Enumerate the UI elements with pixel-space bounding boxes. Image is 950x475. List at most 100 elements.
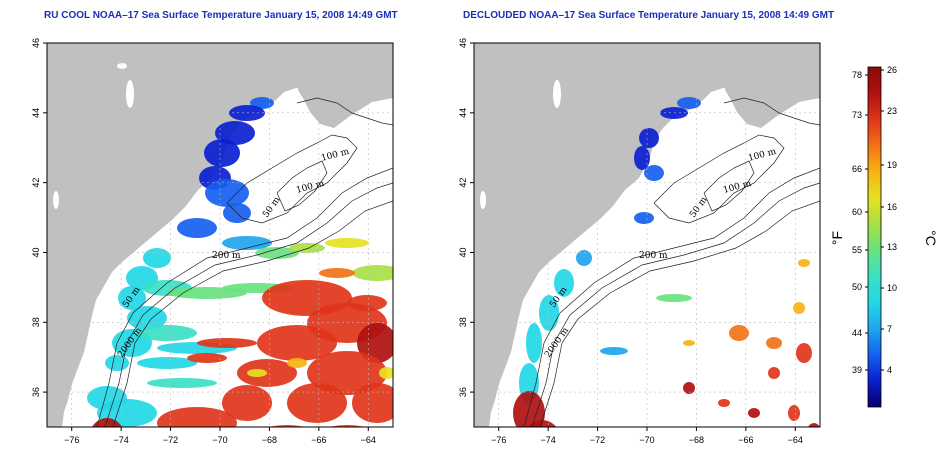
x-tick-label: −70 [639, 435, 654, 445]
colorbar-c-label: 26 [887, 65, 897, 75]
x-tick-label: −68 [262, 435, 277, 445]
colorbar-f-label: 55 [852, 245, 862, 255]
sst-patch [554, 269, 574, 297]
lake [480, 191, 486, 209]
y-tick-label: 36 [458, 387, 468, 397]
lake [126, 80, 134, 108]
contour-line [104, 182, 393, 427]
sst-patch [287, 358, 307, 368]
lake [117, 63, 127, 69]
contour-line [723, 97, 820, 126]
sst-patch [729, 325, 749, 341]
sst-patch [639, 128, 659, 148]
depth-contours [523, 97, 820, 427]
contour-line [653, 134, 785, 224]
sst-patch [147, 378, 217, 388]
lake [553, 80, 561, 108]
fahrenheit-unit-label: °F [829, 231, 845, 245]
colorbar-c-label: 13 [887, 242, 897, 252]
y-tick-label: 46 [31, 38, 41, 48]
sst-patch [222, 236, 272, 250]
colorbar-c-label: 7 [887, 324, 892, 334]
sst-patch [808, 423, 820, 427]
x-tick-label: −66 [311, 435, 326, 445]
colorbar: 78 73 66 60 55 50 44 39 26 23 19 16 13 10 7 4 °F °C [829, 65, 939, 408]
sst-patch [513, 391, 545, 427]
sst-patch [379, 367, 393, 379]
sst-patch [105, 355, 129, 371]
contour-line [276, 160, 328, 212]
contour-label: 200 m [639, 251, 668, 261]
sst-patch [526, 323, 542, 363]
sst-patch [250, 97, 274, 109]
nova-scotia [298, 62, 393, 128]
sst-patch [127, 306, 167, 330]
sst-patch [683, 340, 695, 346]
celsius-unit-label: °C [923, 230, 939, 246]
contour-line [523, 167, 820, 427]
sst-patch [347, 295, 387, 311]
sst-patch [793, 302, 805, 314]
contour-line [226, 134, 358, 224]
sst-patch [600, 347, 628, 355]
colorbar-f-label: 66 [852, 164, 862, 174]
x-tick-label: −76 [64, 435, 79, 445]
contour-label: 200 m [212, 251, 241, 261]
colorbar-c-label: 10 [887, 283, 897, 293]
contour-line [112, 200, 393, 427]
y-tick-label: 42 [458, 178, 468, 188]
sst-patch [357, 323, 393, 363]
sst-patch [634, 146, 650, 170]
sst-patch [352, 265, 393, 281]
sst-patch [204, 139, 240, 167]
sst-layer [87, 97, 393, 427]
sst-patch [137, 357, 197, 369]
colorbar-f-label: 73 [852, 110, 862, 120]
nova-scotia [725, 62, 820, 128]
sst-patch [247, 369, 267, 377]
sst-patch [289, 243, 325, 253]
contour-line [96, 167, 393, 427]
y-tick-label: 40 [458, 247, 468, 257]
sst-patch [187, 353, 227, 363]
y-tick-label: 38 [31, 317, 41, 327]
sst-patch [287, 383, 347, 423]
sst-patch [307, 351, 387, 395]
sst-patch [796, 343, 812, 363]
sst-patch [748, 408, 760, 418]
sst-patch [352, 383, 393, 423]
sst-patch [177, 218, 217, 238]
sst-patch [766, 337, 782, 349]
x-tick-label: −64 [361, 435, 376, 445]
sst-patch [677, 97, 701, 109]
sst-patch [325, 238, 369, 248]
y-tick-label: 46 [458, 38, 468, 48]
colorbar-c-label: 19 [887, 160, 897, 170]
sst-patch [634, 212, 654, 224]
panel-right-title: DECLOUDED NOAA–17 Sea Surface Temperatur… [463, 10, 835, 21]
sst-patch [768, 367, 780, 379]
lake [53, 191, 59, 209]
contour-line [539, 200, 820, 427]
sst-patch [205, 179, 249, 207]
sst-patch [222, 385, 272, 421]
x-tick-label: −68 [689, 435, 704, 445]
x-tick-label: −74 [541, 435, 556, 445]
land-mass [474, 43, 820, 427]
x-tick-label: −70 [212, 435, 227, 445]
colorbar-f-label: 78 [852, 70, 862, 80]
land-mass [47, 43, 393, 427]
sst-patch [683, 382, 695, 394]
sst-patch [656, 294, 692, 302]
sst-patch [215, 121, 255, 145]
sst-patch [319, 268, 355, 278]
colorbar-f-label: 50 [852, 282, 862, 292]
x-tick-label: −72 [163, 435, 178, 445]
colorbar-c-label: 4 [887, 365, 892, 375]
colorbar-f-label: 39 [852, 365, 862, 375]
sst-patch [255, 247, 299, 259]
colorbar-c-label: 16 [887, 202, 897, 212]
sst-patch [644, 165, 664, 181]
y-tick-label: 42 [31, 178, 41, 188]
